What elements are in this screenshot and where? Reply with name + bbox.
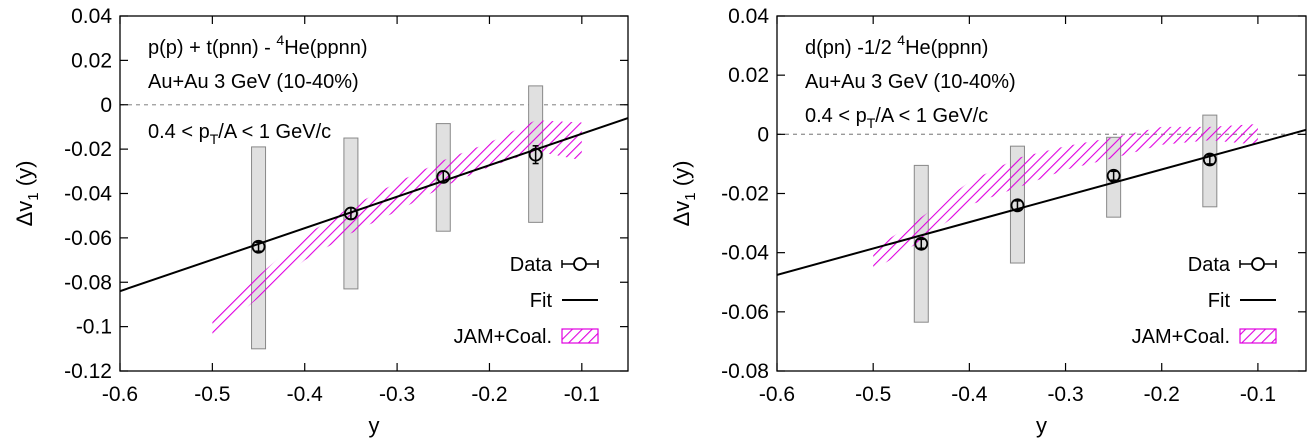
data-point (1010, 198, 1025, 213)
y-axis-label-main: Δv (12, 201, 37, 227)
y-tick-label: -0.04 (64, 183, 112, 206)
x-tick-label: -0.2 (471, 383, 507, 406)
y-tick-label: -0.06 (64, 227, 112, 250)
x-tick-label: -0.1 (1240, 383, 1276, 406)
x-tick-label: -0.1 (564, 383, 600, 406)
x-tick-label: -0.3 (379, 383, 415, 406)
y-axis-label-sub: 1 (682, 192, 699, 200)
x-tick-label: -0.3 (1047, 383, 1083, 406)
annotation-cut-sub: T (867, 115, 876, 131)
y-tick-label: 0 (100, 94, 112, 117)
chart-panel-1: -0.6 -0.5 -0.4 -0.3 -0.2 -0.1 -0.12 -0.1 -0.08 -0… (12, 5, 629, 438)
y-tick-label: -0.04 (721, 242, 769, 265)
model-band (212, 120, 582, 336)
legend-data-marker (1251, 257, 1265, 271)
legend-label: Fit (530, 290, 553, 312)
annotation-system: Au+Au 3 GeV (10-40%) (148, 71, 359, 93)
x-tick-label: -0.4 (287, 383, 324, 406)
plot-frame (776, 15, 1307, 372)
annotation-cut-sub: T (210, 131, 219, 147)
annotation-cut: 0.4 < pT/A < 1 GeV/c (805, 105, 988, 131)
legend-band-swatch (561, 328, 599, 344)
data-point (1202, 152, 1217, 167)
x-tick-label: -0.2 (1144, 383, 1180, 406)
x-tick-label: -0.6 (102, 383, 138, 406)
data-point (251, 239, 266, 254)
y-tick-label: -0.08 (721, 360, 769, 383)
annotation-superscript: 4 (897, 32, 905, 48)
x-tick-label: -0.4 (951, 383, 988, 406)
x-axis-label: y (1036, 413, 1047, 438)
y-tick-label: -0.1 (76, 316, 112, 339)
y-tick-label: -0.08 (64, 271, 112, 294)
legend-label: Fit (1208, 290, 1231, 312)
y-tick-label: 0.04 (71, 5, 112, 28)
legend-label: JAM+Coal. (1132, 326, 1230, 348)
data-point (1106, 168, 1121, 183)
x-tick-label: -0.5 (194, 383, 230, 406)
legend: Data Fit JAM+Coal. (454, 254, 599, 348)
annotation-cut: 0.4 < pT/A < 1 GeV/c (148, 121, 331, 147)
annotation-cut-post: /A < 1 GeV/c (875, 105, 988, 127)
y-tick-label: -0.02 (721, 183, 769, 206)
annotation-superscript: 4 (276, 32, 284, 48)
data-point (344, 206, 358, 221)
y-tick-label: -0.12 (64, 360, 112, 383)
annotation-reaction: d(pn) -1/2 4He(ppnn) (805, 32, 988, 59)
y-axis-label-sub: 1 (25, 192, 42, 200)
legend-data-marker (573, 257, 587, 271)
y-axis-label: Δv1 (y) (12, 161, 42, 227)
legend-label: Data (510, 254, 553, 276)
y-tick-label: 0.02 (728, 64, 769, 87)
annotation-reaction-part: d(pn) -1/2 (805, 37, 897, 59)
fit-line (777, 128, 1306, 276)
plot-frame (119, 15, 629, 372)
fit-line (120, 117, 628, 293)
y-axis-label: Δv1 (y) (669, 161, 699, 227)
x-tick-label: -0.6 (759, 383, 795, 406)
annotation-cut-pre: 0.4 < p (148, 121, 210, 143)
annotation-cut-post: /A < 1 GeV/c (218, 121, 331, 143)
annotation-reaction-part: p(p) + t(pnn) - (148, 37, 276, 59)
y-tick-label: -0.02 (64, 138, 112, 161)
legend-label: JAM+Coal. (454, 326, 552, 348)
annotation-cut-pre: 0.4 < p (805, 105, 867, 127)
y-tick-label: 0 (757, 123, 769, 146)
chart-panel-2: -0.6 -0.5 -0.4 -0.3 -0.2 -0.1 -0.08 -0.06 -0.04 -… (669, 5, 1307, 438)
y-tick-label: 0.02 (71, 49, 112, 72)
y-axis-label-main: Δv (669, 201, 694, 227)
x-tick-label: -0.5 (855, 383, 891, 406)
data-point (436, 169, 451, 184)
data-point (914, 236, 929, 251)
legend-band-swatch (1239, 328, 1277, 344)
annotation-reaction-part: He(ppnn) (284, 37, 367, 59)
legend-label: Data (1188, 254, 1231, 276)
annotation-reaction: p(p) + t(pnn) - 4He(ppnn) (148, 32, 368, 59)
annotation-reaction-part: He(ppnn) (905, 37, 988, 59)
legend: Data Fit JAM+Coal. (1132, 254, 1277, 348)
y-tick-label: 0.04 (728, 5, 769, 28)
model-band (873, 124, 1258, 271)
x-axis-label: y (369, 413, 380, 438)
y-axis-label-post: (y) (12, 161, 37, 193)
y-axis-label-post: (y) (669, 161, 694, 193)
data-point (528, 147, 543, 162)
annotation-system: Au+Au 3 GeV (10-40%) (805, 71, 1016, 93)
y-tick-label: -0.06 (721, 301, 769, 324)
